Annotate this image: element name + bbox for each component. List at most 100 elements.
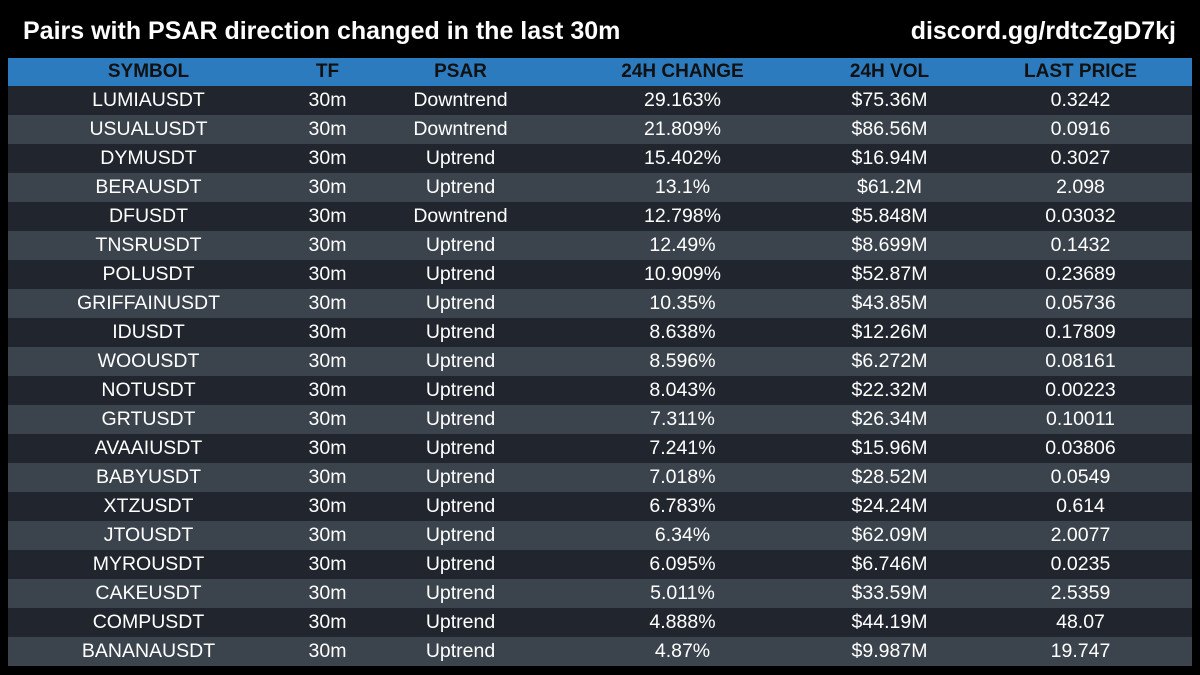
- table-row[interactable]: TNSRUSDT 30m Uptrend 12.49% $8.699M 0.1432: [8, 231, 1192, 260]
- price-cell: 2.0077: [1050, 524, 1111, 546]
- volume-cell: $86.56M: [851, 118, 928, 140]
- psar-cell: Uptrend: [425, 611, 496, 633]
- symbol-cell: POLUSDT: [102, 263, 195, 285]
- column-header-last-price[interactable]: LAST PRICE: [1024, 61, 1137, 82]
- change-cell: 7.311%: [650, 408, 715, 430]
- price-cell: 2.098: [1056, 176, 1105, 198]
- symbol-cell: JTOUSDT: [103, 524, 194, 546]
- table-row[interactable]: MYROUSDT 30m Uptrend 6.095% $6.746M 0.0235: [8, 550, 1192, 579]
- price-cell: 19.747: [1050, 640, 1111, 662]
- psar-cell: Uptrend: [425, 495, 496, 517]
- column-header-24h-vol[interactable]: 24H VOL: [849, 61, 930, 82]
- psar-cell: Uptrend: [425, 321, 496, 343]
- table-row[interactable]: BANANAUSDT 30m Uptrend 4.87% $9.987M 19.747: [8, 637, 1192, 666]
- symbol-cell: BABYUSDT: [95, 466, 202, 488]
- volume-cell: $8.699M: [851, 234, 928, 256]
- change-cell: 10.909%: [644, 263, 721, 285]
- change-cell: 12.49%: [649, 234, 716, 256]
- table-row[interactable]: CAKEUSDT 30m Uptrend 5.011% $33.59M 2.5359: [8, 579, 1192, 608]
- table-row[interactable]: WOOUSDT 30m Uptrend 8.596% $6.272M 0.08161: [8, 347, 1192, 376]
- psar-table-container: SYMBOL TF PSAR 24H CHANGE 24H VOL LAST P…: [8, 58, 1192, 666]
- psar-cell: Uptrend: [425, 176, 496, 198]
- column-header-symbol[interactable]: SYMBOL: [107, 61, 190, 82]
- table-row[interactable]: COMPUSDT 30m Uptrend 4.888% $44.19M 48.07: [8, 608, 1192, 637]
- column-header-tf[interactable]: TF: [315, 61, 340, 82]
- symbol-cell: NOTUSDT: [101, 379, 196, 401]
- psar-cell: Downtrend: [413, 205, 508, 227]
- change-cell: 7.018%: [649, 466, 716, 488]
- column-header-24h-change[interactable]: 24H CHANGE: [621, 61, 744, 82]
- column-header-psar[interactable]: PSAR: [434, 61, 487, 82]
- table-header-row: SYMBOL TF PSAR 24H CHANGE 24H VOL LAST P…: [8, 58, 1192, 86]
- symbol-cell: LUMIAUSDT: [92, 89, 205, 111]
- volume-cell: $33.59M: [851, 582, 928, 604]
- volume-cell: $43.85M: [851, 292, 928, 314]
- change-cell: 21.809%: [644, 118, 721, 140]
- tf-cell: 30m: [308, 524, 347, 546]
- psar-cell: Downtrend: [413, 89, 508, 111]
- change-cell: 4.888%: [649, 611, 716, 633]
- change-cell: 6.783%: [649, 495, 716, 517]
- psar-cell: Downtrend: [413, 118, 508, 140]
- symbol-cell: DFUSDT: [108, 205, 189, 227]
- tf-cell: 30m: [308, 205, 347, 227]
- price-cell: 0.05736: [1045, 292, 1116, 314]
- symbol-cell: CAKEUSDT: [95, 582, 202, 604]
- table-row[interactable]: DFUSDT 30m Downtrend 12.798% $5.848M 0.03032: [8, 202, 1192, 231]
- table-row[interactable]: LUMIAUSDT 30m Downtrend 29.163% $75.36M 0.324…: [8, 86, 1192, 115]
- tf-cell: 30m: [308, 350, 347, 372]
- table-row[interactable]: JTOUSDT 30m Uptrend 6.34% $62.09M 2.0077: [8, 521, 1192, 550]
- price-cell: 48.07: [1056, 611, 1105, 633]
- volume-cell: $52.87M: [851, 263, 928, 285]
- change-cell: 15.402%: [644, 147, 721, 169]
- table-row[interactable]: BABYUSDT 30m Uptrend 7.018% $28.52M 0.0549: [8, 463, 1192, 492]
- volume-cell: $6.272M: [851, 350, 928, 372]
- price-cell: 0.3242: [1050, 89, 1111, 111]
- change-cell: 4.87%: [654, 640, 711, 662]
- psar-cell: Uptrend: [425, 640, 496, 662]
- table-row[interactable]: BERAUSDT 30m Uptrend 13.1% $61.2M 2.098: [8, 173, 1192, 202]
- psar-table: SYMBOL TF PSAR 24H CHANGE 24H VOL LAST P…: [8, 58, 1192, 666]
- price-cell: 0.17809: [1045, 321, 1116, 343]
- change-cell: 13.1%: [654, 176, 711, 198]
- price-cell: 2.5359: [1050, 582, 1111, 604]
- tf-cell: 30m: [308, 321, 347, 343]
- table-row[interactable]: XTZUSDT 30m Uptrend 6.783% $24.24M 0.614: [8, 492, 1192, 521]
- table-row[interactable]: IDUSDT 30m Uptrend 8.638% $12.26M 0.17809: [8, 318, 1192, 347]
- table-row[interactable]: DYMUSDT 30m Uptrend 15.402% $16.94M 0.3027: [8, 144, 1192, 173]
- psar-cell: Uptrend: [425, 350, 496, 372]
- price-cell: 0.0916: [1050, 118, 1111, 140]
- change-cell: 29.163%: [644, 89, 721, 111]
- psar-cell: Uptrend: [425, 147, 496, 169]
- table-row[interactable]: GRTUSDT 30m Uptrend 7.311% $26.34M 0.10011: [8, 405, 1192, 434]
- table-row[interactable]: USUALUSDT 30m Downtrend 21.809% $86.56M 0.091…: [8, 115, 1192, 144]
- table-row[interactable]: NOTUSDT 30m Uptrend 8.043% $22.32M 0.00223: [8, 376, 1192, 405]
- table-row[interactable]: POLUSDT 30m Uptrend 10.909% $52.87M 0.23689: [8, 260, 1192, 289]
- psar-cell: Uptrend: [425, 553, 496, 575]
- table-row[interactable]: AVAAIUSDT 30m Uptrend 7.241% $15.96M 0.03806: [8, 434, 1192, 463]
- symbol-cell: BANANAUSDT: [81, 640, 216, 662]
- tf-cell: 30m: [308, 118, 347, 140]
- volume-cell: $9.987M: [851, 640, 928, 662]
- volume-cell: $16.94M: [851, 147, 928, 169]
- discord-link[interactable]: discord.gg/rdtcZgD7kj: [910, 17, 1176, 45]
- change-cell: 7.241%: [649, 437, 716, 459]
- tf-cell: 30m: [308, 553, 347, 575]
- symbol-cell: DYMUSDT: [100, 147, 197, 169]
- price-cell: 0.3027: [1050, 147, 1111, 169]
- volume-cell: $62.09M: [851, 524, 928, 546]
- symbol-cell: TNSRUSDT: [95, 234, 202, 256]
- table-row[interactable]: GRIFFAINUSDT 30m Uptrend 10.35% $43.85M 0.057…: [8, 289, 1192, 318]
- price-cell: 0.1432: [1050, 234, 1111, 256]
- page-title: Pairs with PSAR direction changed in the…: [23, 17, 621, 45]
- change-cell: 6.34%: [654, 524, 711, 546]
- price-cell: 0.0549: [1050, 466, 1111, 488]
- psar-cell: Uptrend: [425, 466, 496, 488]
- psar-cell: Uptrend: [425, 582, 496, 604]
- change-cell: 10.35%: [649, 292, 716, 314]
- volume-cell: $28.52M: [851, 466, 928, 488]
- symbol-cell: XTZUSDT: [103, 495, 194, 517]
- tf-cell: 30m: [308, 292, 347, 314]
- psar-cell: Uptrend: [425, 234, 496, 256]
- tf-cell: 30m: [308, 379, 347, 401]
